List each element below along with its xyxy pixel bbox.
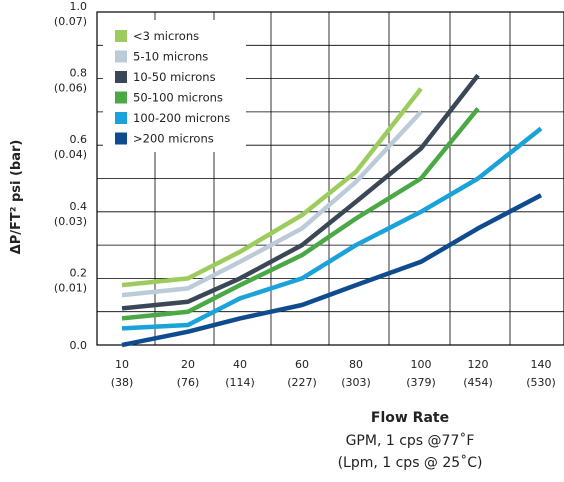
y-tick-sublabel: (0.06) — [54, 82, 87, 95]
legend-entry: >200 microns — [133, 132, 214, 146]
legend-swatch — [115, 71, 127, 83]
y-tick-sublabel: (0.07) — [54, 15, 87, 28]
legend-swatch — [115, 30, 127, 42]
legend-swatch — [115, 91, 127, 104]
legend-entry: 50-100 microns — [133, 91, 223, 105]
legend-entry: 5-10 microns — [133, 50, 208, 64]
legend-entry: 10-50 microns — [133, 70, 216, 84]
x-tick-sublabel: (76) — [177, 376, 200, 389]
y-tick-sublabel: (0.03) — [54, 215, 87, 228]
legend-swatch — [115, 50, 127, 63]
x-tick-sublabel: (227) — [287, 376, 317, 389]
legend-entry: <3 microns — [133, 29, 199, 43]
y-axis-ticks: 1.0 (0.07) 0.8 (0.06) 0.6 (0.04) 0.4 (0.03) 0.2 (… — [54, 0, 87, 352]
y-tick-label: 0.4 — [70, 200, 88, 213]
y-tick-sublabel: (0.04) — [54, 148, 87, 161]
x-tick-sublabel: (303) — [341, 376, 371, 389]
series-line-1 — [121, 110, 423, 298]
series-layer — [121, 73, 543, 348]
x-tick-label: 120 — [468, 358, 489, 371]
series-line-2 — [121, 73, 480, 311]
legend-entry: 100-200 microns — [133, 111, 230, 125]
legend-swatch — [115, 112, 127, 124]
legend-swatch — [115, 132, 127, 145]
x-axis-label: Flow Rate — [370, 410, 450, 426]
x-axis-sublabel-2: (Lpm, 1 cps @ 25˚C) — [337, 455, 483, 471]
x-tick-label: 80 — [349, 358, 363, 371]
x-tick-label: 10 — [115, 358, 129, 371]
x-tick-sublabel: (454) — [463, 376, 493, 389]
y-tick-label: 0.8 — [70, 67, 88, 80]
x-axis-ticks: 10 (38) 20 (76) 40 (114) 60 (227) 80 (303) 100 (379… — [111, 358, 556, 389]
series-line-4 — [121, 126, 543, 331]
x-tick-sublabel: (530) — [526, 376, 556, 389]
series-line-0 — [121, 87, 423, 288]
x-tick-sublabel: (379) — [406, 376, 436, 389]
x-axis-sublabel-1: GPM, 1 cps @77˚F — [345, 433, 475, 449]
x-tick-label: 100 — [411, 358, 432, 371]
series-line-5 — [121, 193, 543, 348]
y-tick-sublabel: (0.01) — [54, 281, 87, 294]
y-tick-label: 0.6 — [70, 133, 88, 146]
x-tick-label: 40 — [233, 358, 247, 371]
y-tick-label: 0.2 — [70, 266, 88, 279]
x-tick-label: 20 — [181, 358, 195, 371]
y-tick-label: 0.0 — [70, 339, 88, 352]
x-tick-label: 140 — [531, 358, 552, 371]
y-axis-label: ΔP/FT² psi (bar) — [9, 140, 24, 255]
x-tick-sublabel: (38) — [111, 376, 134, 389]
x-tick-label: 60 — [295, 358, 309, 371]
y-tick-label: 1.0 — [70, 0, 88, 13]
series-line-3 — [121, 107, 480, 321]
x-tick-sublabel: (114) — [225, 376, 255, 389]
legend: <3 microns 5-10 microns 10-50 microns 50-10… — [103, 20, 246, 152]
